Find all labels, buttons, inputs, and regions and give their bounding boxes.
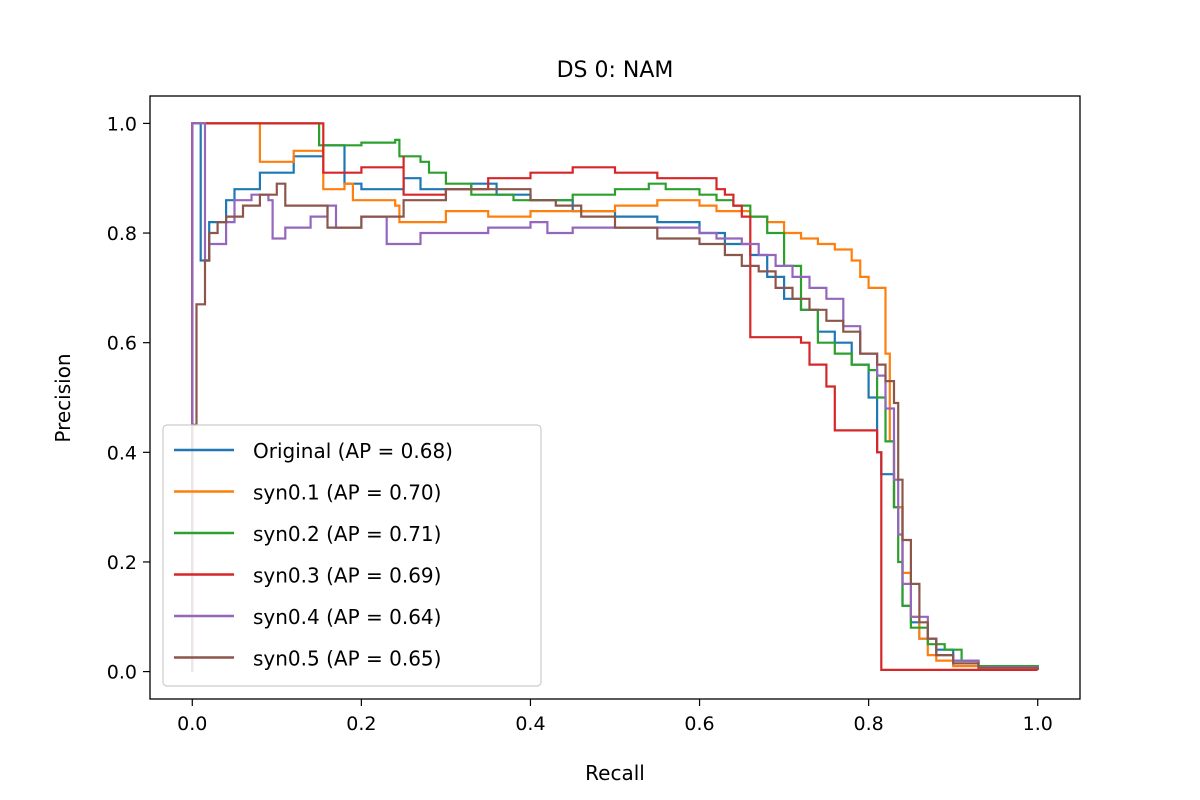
x-axis-label: Recall [585, 761, 645, 785]
plot-area [191, 122, 1039, 672]
y-tick-label: 1.0 [107, 113, 137, 135]
x-tick-label: 0.8 [854, 713, 884, 735]
y-tick-label: 0.8 [107, 223, 137, 245]
legend-label: syn0.4 (AP = 0.64) [253, 605, 441, 629]
y-axis: 0.0 0.2 0.4 0.6 0.8 1.0 [107, 113, 150, 684]
legend-label: syn0.2 (AP = 0.71) [253, 522, 441, 546]
x-tick-label: 0.4 [515, 713, 545, 735]
series-line-3 [191, 122, 1038, 672]
legend-label: Original (AP = 0.68) [253, 439, 453, 463]
legend-label: syn0.1 (AP = 0.70) [253, 481, 441, 505]
x-tick-label: 0.6 [684, 713, 714, 735]
series-line-5 [191, 182, 1039, 672]
legend-label: syn0.3 (AP = 0.69) [253, 564, 441, 588]
y-tick-label: 0.6 [107, 333, 137, 355]
x-tick-label: 0.0 [177, 713, 207, 735]
series-line-4 [191, 122, 1039, 672]
y-tick-label: 0.2 [107, 552, 137, 574]
y-tick-label: 0.4 [107, 442, 137, 464]
legend: Original (AP = 0.68) syn0.1 (AP = 0.70) sy… [162, 424, 542, 687]
plot-frame [149, 95, 1081, 700]
x-axis: 0.0 0.2 0.4 0.6 0.8 1.0 [177, 699, 1053, 735]
y-tick-label: 0.0 [107, 662, 137, 684]
chart-title: DS 0: NAM [557, 58, 674, 83]
y-axis-label: Precision [51, 353, 75, 442]
legend-label: syn0.5 (AP = 0.65) [253, 647, 441, 671]
x-tick-label: 0.2 [346, 713, 376, 735]
x-tick-label: 1.0 [1023, 713, 1053, 735]
legend-box [162, 424, 542, 687]
